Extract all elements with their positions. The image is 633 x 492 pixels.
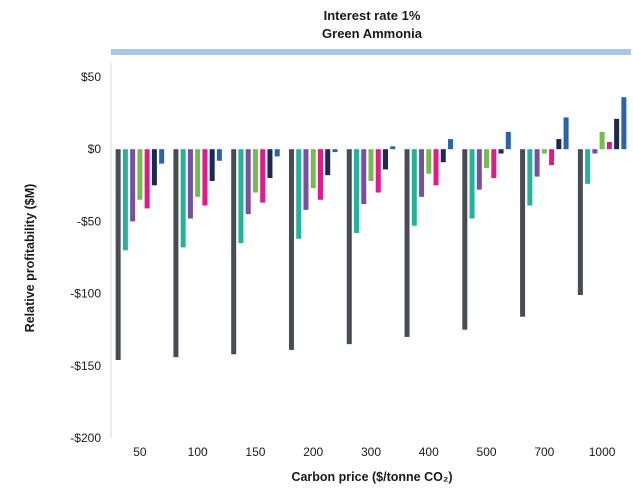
bar: [563, 117, 569, 150]
bar: [426, 149, 432, 174]
bars: [115, 97, 627, 361]
x-tick-label: 500: [477, 445, 497, 459]
x-tick-label: 300: [361, 445, 381, 459]
bar: [541, 149, 547, 154]
bar: [549, 149, 555, 166]
x-tick-labels: 50 100 150 200 300 400 500 700 1000: [133, 445, 616, 459]
bar: [534, 149, 540, 177]
bar: [332, 149, 338, 153]
bar: [151, 149, 157, 186]
bar: [187, 149, 193, 219]
bar: [375, 149, 381, 193]
y-tick-label: -$50: [77, 214, 101, 228]
y-tick-label: -$100: [70, 287, 101, 301]
chart-subtitle: Green Ammonia: [322, 26, 423, 41]
bar: [346, 149, 352, 345]
y-tick-label: $0: [88, 142, 102, 156]
bar: [505, 131, 511, 150]
bar: [267, 149, 273, 179]
bar: [209, 149, 215, 181]
bar: [404, 149, 410, 337]
bar: [614, 118, 620, 150]
bar: [310, 149, 316, 189]
y-tick-label: -$150: [70, 359, 101, 373]
bar: [599, 131, 605, 150]
bar: [462, 149, 468, 330]
bar: [433, 149, 439, 186]
bar: [411, 149, 417, 226]
bar: [252, 149, 258, 193]
bar: [419, 149, 425, 197]
bar: [354, 149, 359, 233]
bar: [195, 149, 201, 197]
x-axis-label: Carbon price ($/tonne CO₂): [291, 470, 452, 484]
bar: [390, 146, 396, 150]
bar: [592, 149, 598, 154]
bar: [556, 139, 562, 150]
bar: [621, 97, 627, 150]
bar: [303, 149, 309, 210]
y-tick-labels: $50 $0 -$50 -$100 -$150 -$200: [70, 70, 101, 445]
bar: [231, 149, 237, 355]
bar: [476, 149, 482, 190]
y-tick-label: $50: [81, 70, 101, 84]
bar: [130, 149, 136, 222]
bar: [137, 149, 143, 200]
x-tick-label: 150: [245, 445, 265, 459]
y-tick-label: -$200: [70, 431, 101, 445]
bar: [260, 149, 266, 203]
x-tick-label: 50: [133, 445, 147, 459]
bar: [144, 149, 150, 209]
bar: [245, 149, 251, 215]
bar: [288, 149, 294, 350]
bar: [383, 149, 388, 170]
x-tick-label: 1000: [589, 445, 616, 459]
header-banner: [111, 49, 631, 55]
bar: [491, 149, 497, 179]
bar: [606, 141, 612, 150]
bar: [448, 139, 454, 150]
bar: [577, 149, 583, 296]
bar: [274, 149, 280, 157]
x-tick-label: 400: [419, 445, 439, 459]
chart-title: Interest rate 1%: [324, 8, 421, 23]
bar: [527, 149, 533, 206]
bar: [368, 149, 374, 181]
bar: [585, 149, 591, 184]
bar: [202, 149, 208, 206]
bar: [173, 149, 179, 358]
bar: [180, 149, 186, 248]
bar: [115, 149, 121, 361]
bar: [317, 149, 323, 200]
bar: [296, 149, 302, 239]
y-axis-label: Relative profitability ($M): [23, 184, 37, 333]
bar: [361, 149, 367, 205]
bar: [520, 149, 526, 317]
x-tick-label: 100: [188, 445, 208, 459]
bar: [469, 149, 475, 219]
x-tick-label: 700: [534, 445, 554, 459]
bar: [122, 149, 128, 251]
bar: [159, 149, 165, 164]
x-tick-label: 200: [303, 445, 323, 459]
bar: [484, 149, 490, 168]
bar: [238, 149, 244, 244]
bar: [498, 149, 504, 154]
bar: [216, 149, 222, 161]
bar: [440, 149, 446, 163]
bar: [325, 149, 331, 176]
